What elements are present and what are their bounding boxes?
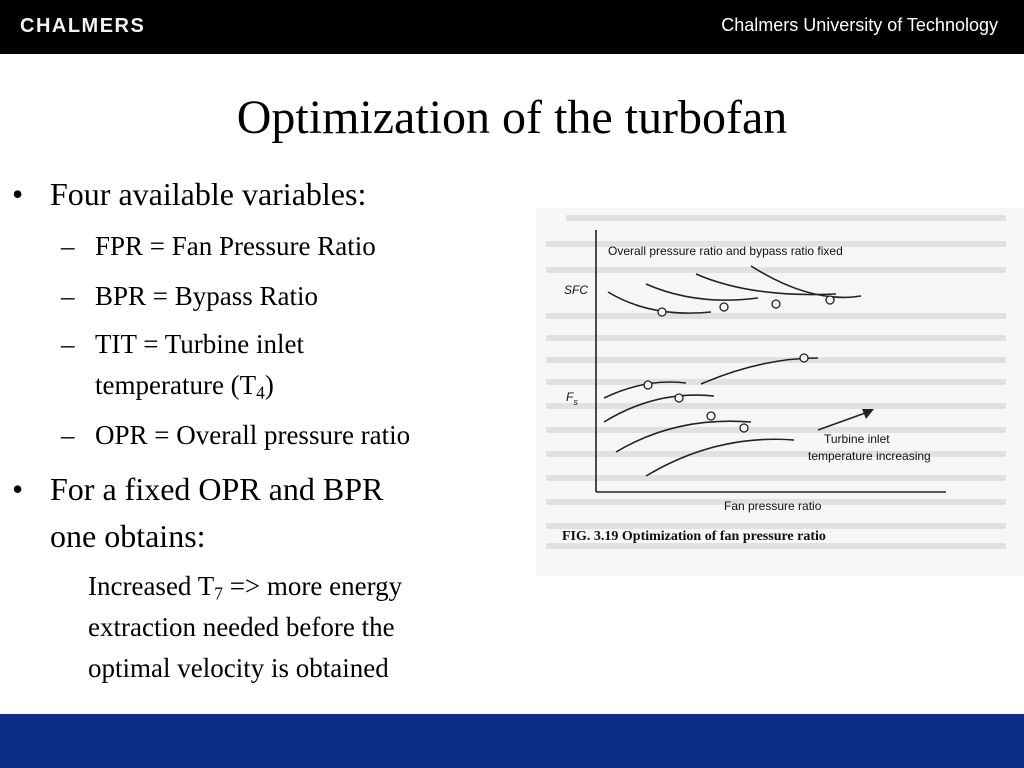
sub-dash: – [61, 281, 75, 311]
fs-optimum-marker [739, 423, 749, 433]
bullet-text: For a fixed OPR and BPR [50, 471, 384, 507]
sfc-curves [607, 265, 862, 314]
note-line-3: optimal velocity is obtained [88, 653, 389, 683]
chalmers-logo: CHALMERS [20, 15, 146, 37]
bullet-dot: • [12, 176, 24, 212]
x-axis-label: Fan pressure ratio [724, 499, 822, 513]
bullet-text: Four available variables: [50, 176, 367, 212]
sfc-label: SFC [564, 283, 588, 297]
fs-optimum-marker [799, 353, 809, 363]
footer-bar [0, 714, 1024, 768]
university-name: Chalmers University of Technology [721, 15, 998, 35]
fs-curve-4 [645, 438, 795, 477]
sfc-optimum-marker [825, 295, 835, 305]
fs-curve-3 [615, 420, 752, 453]
sub-text: TIT = Turbine inlet [95, 329, 304, 359]
bullet-text-continued: one obtains: [50, 518, 206, 554]
scanned-figure: Overall pressure ratio and bypass ratio … [536, 208, 1024, 576]
slide-title: Optimization of the turbofan [236, 91, 788, 144]
tit-arrow [817, 409, 874, 431]
figure-svg: Overall pressure ratio and bypass ratio … [546, 215, 1006, 549]
sub-dash: – [61, 420, 75, 450]
figure-axes [595, 230, 946, 493]
note-line-2: extraction needed before the [88, 612, 395, 642]
header-bar: CHALMERS Chalmers University of Technolo… [0, 0, 1024, 54]
fs-optimum-marker [674, 393, 684, 403]
fs-optimum-marker [643, 380, 653, 390]
sub-text: BPR = Bypass Ratio [95, 281, 319, 311]
bullet-dot: • [12, 471, 24, 507]
fs-markers [643, 353, 809, 433]
sfc-optimum-marker [657, 307, 667, 317]
arrow-label-2: temperature increasing [808, 449, 931, 463]
figure-top-label: Overall pressure ratio and bypass ratio … [608, 244, 843, 258]
sfc-curve-1 [607, 291, 712, 314]
sub-dash: – [61, 231, 75, 261]
figure-caption: FIG. 3.19 Optimization of fan pressure r… [562, 529, 826, 544]
sub-dash: – [61, 329, 75, 359]
note-text: Increased T7 => more energy extraction n… [88, 566, 402, 689]
sub-text-continued: temperature (T4) [95, 370, 274, 403]
fs-label: Fs [566, 390, 578, 407]
ghost-text-lines [546, 215, 1006, 549]
sfc-optimum-marker [719, 302, 729, 312]
sfc-markers [657, 295, 835, 317]
sfc-optimum-marker [771, 299, 781, 309]
sfc-curve-2 [645, 283, 759, 301]
sfc-curve-3 [695, 273, 837, 296]
arrow-label-1: Turbine inlet [824, 432, 890, 446]
fs-optimum-marker [706, 411, 716, 421]
sub-text: FPR = Fan Pressure Ratio [95, 231, 376, 261]
sfc-curve-4 [750, 265, 862, 299]
fs-curve-2 [603, 394, 715, 423]
note-line-1: Increased T7 => more energy [88, 571, 403, 604]
sub-text: OPR = Overall pressure ratio [95, 420, 411, 450]
